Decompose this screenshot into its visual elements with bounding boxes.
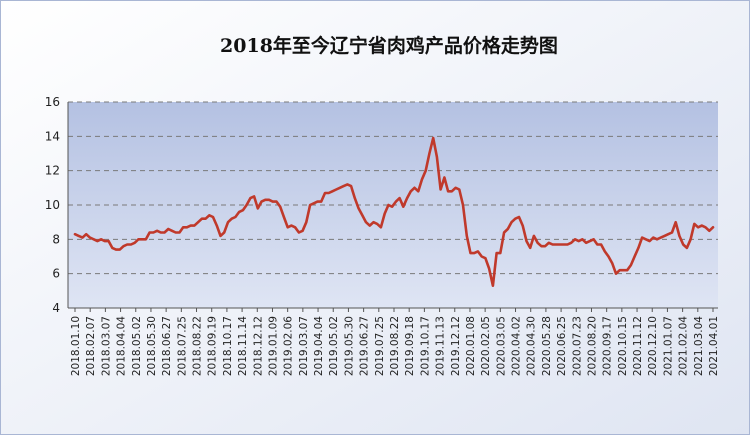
y-tick-label: 10	[45, 198, 60, 212]
x-tick-label: 2020.12.10	[647, 316, 659, 376]
x-tick-label: 2019.07.25	[374, 316, 386, 376]
y-tick-label: 14	[45, 129, 60, 143]
chart-title: 2018年至今辽宁省肉鸡产品价格走势图	[220, 34, 558, 57]
x-tick-label: 2019.09.18	[404, 316, 416, 376]
x-tick-label: 2020.01.08	[465, 316, 477, 376]
x-tick-label: 2020.09.17	[602, 316, 614, 376]
y-tick-label: 8	[52, 232, 60, 246]
x-tick-label: 2020.06.25	[556, 316, 568, 376]
x-tick-label: 2021.04.01	[708, 316, 720, 376]
x-tick-label: 2021.02.04	[678, 316, 690, 376]
x-tick-label: 2019.10.17	[419, 316, 431, 376]
x-tick-label: 2018.11.14	[237, 316, 249, 376]
x-tick-label: 2018.09.19	[207, 316, 219, 376]
x-tick-label: 2019.05.30	[343, 316, 355, 376]
x-tick-label: 2019.11.13	[435, 316, 447, 376]
series-layer	[73, 136, 715, 288]
x-tick-label: 2018.01.10	[70, 316, 82, 376]
x-tick-label: 2020.05.28	[541, 316, 553, 376]
x-tick-label: 2020.07.23	[571, 316, 583, 376]
x-tick-label: 2021.03.04	[693, 316, 705, 376]
x-tick-label: 2020.04.30	[526, 316, 538, 376]
x-tick-label: 2019.06.27	[359, 316, 371, 376]
x-tick-label: 2019.04.04	[313, 316, 325, 376]
x-tick-label: 2019.08.22	[389, 316, 401, 376]
x-tick-label: 2018.07.25	[176, 316, 188, 376]
x-tick-label: 2018.05.30	[146, 316, 158, 376]
series-line	[73, 136, 715, 288]
y-tick-label: 6	[52, 267, 60, 281]
x-tick-label: 2019.02.06	[283, 316, 295, 376]
x-tick-label: 2018.08.22	[192, 316, 204, 376]
y-tick-label: 12	[45, 164, 60, 178]
y-tick-label: 16	[45, 95, 60, 109]
x-tick-label: 2019.05.02	[328, 316, 340, 376]
x-tick-label: 2018.10.17	[222, 316, 234, 376]
x-tick-label: 2020.03.05	[495, 316, 507, 376]
x-tick-label: 2020.10.15	[617, 316, 629, 376]
x-tick-label: 2018.02.07	[85, 316, 97, 376]
x-tick-label: 2020.11.12	[632, 316, 644, 376]
x-tick-label: 2020.04.02	[511, 316, 523, 376]
x-tick-label: 2020.02.05	[480, 316, 492, 376]
x-axis: 2018.01.10 2018.02.07 2018.03.07 2018.04.04…	[70, 308, 720, 376]
x-tick-label: 2019.01.09	[267, 316, 279, 376]
x-tick-label: 2018.05.02	[131, 316, 143, 376]
x-tick-label: 2018.06.27	[161, 316, 173, 376]
x-tick-label: 2018.03.07	[100, 316, 112, 376]
y-axis: 4 6 8 10 12 14 16	[45, 95, 60, 315]
x-tick-label: 2018.12.12	[252, 316, 264, 376]
y-tick-label: 4	[52, 301, 60, 315]
x-tick-label: 2019.03.07	[298, 316, 310, 376]
x-tick-label: 2020.08.20	[586, 316, 598, 376]
x-tick-label: 2019.12.12	[450, 316, 462, 376]
x-tick-label: 2021.01.07	[662, 316, 674, 376]
x-tick-label: 2018.04.04	[116, 316, 128, 376]
